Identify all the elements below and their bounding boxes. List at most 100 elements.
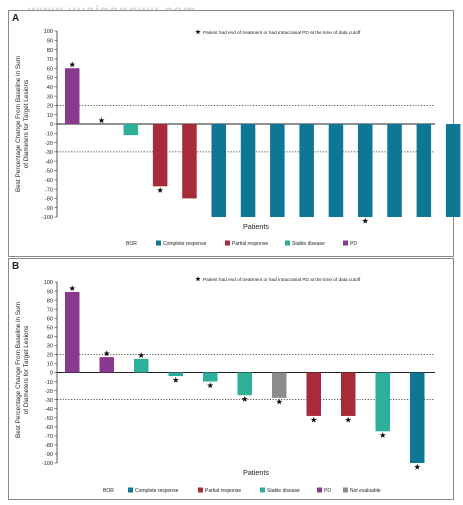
- y-tick-label-b-1: 90: [47, 289, 53, 295]
- bar-a-8: [270, 124, 285, 217]
- star-marker-b-9: [345, 416, 352, 423]
- star-marker-a-1: [69, 61, 76, 68]
- y-tick-label-a-16: -60: [45, 178, 53, 184]
- y-tick-label-a-2: 80: [47, 48, 53, 54]
- y-tick-label-a-0: 100: [44, 29, 53, 35]
- bar-b-5: [203, 372, 218, 382]
- y-tick-label-b-6: 40: [47, 335, 53, 341]
- legend-label-a-partial: Partial response: [232, 241, 268, 247]
- y-tick-label-b-20: -100: [42, 461, 53, 467]
- bar-a-6: [211, 124, 226, 217]
- y-tick-label-b-8: 20: [47, 353, 53, 359]
- y-tick-label-b-13: -30: [45, 398, 53, 404]
- legend-swatch-a-stable: [285, 240, 290, 246]
- bar-a-9: [299, 124, 314, 217]
- bar-a-7: [240, 124, 256, 217]
- bar-b-6: [237, 372, 252, 396]
- y-axis-title-b-line1: Best Percentage Change From Baseline in …: [15, 302, 22, 438]
- star-marker-b-6: [241, 395, 248, 402]
- panel-b-letter: B: [12, 261, 20, 272]
- bar-a-10: [328, 124, 344, 217]
- y-tick-label-b-9: 10: [47, 362, 53, 368]
- y-tick-label-a-12: -20: [45, 141, 53, 147]
- y-tick-label-b-7: 30: [47, 344, 53, 350]
- y-tick-label-a-7: 30: [47, 94, 53, 100]
- bar-a-1: [65, 68, 80, 124]
- bar-a-5: [182, 124, 197, 199]
- y-tick-label-a-19: -90: [45, 206, 53, 212]
- legend-swatch-b-stable: [260, 487, 265, 493]
- panel-a-letter: A: [12, 13, 20, 24]
- y-tick-label-a-17: -70: [45, 187, 53, 193]
- bar-b-7: [272, 372, 287, 398]
- bar-b-1: [65, 291, 80, 373]
- star-marker-b-8: [310, 416, 317, 423]
- star-note-b: Patient had end of treatment or had intr…: [203, 277, 361, 282]
- star-marker-a-2: [98, 117, 105, 124]
- y-tick-label-b-18: -80: [45, 443, 53, 449]
- bar-b-8: [306, 372, 321, 416]
- legend-label-b-pd: PD: [324, 488, 331, 494]
- bar-b-11: [410, 372, 425, 463]
- y-tick-label-a-8: 20: [47, 104, 53, 110]
- star-marker-a-4: [157, 187, 164, 193]
- y-tick-label-a-14: -40: [45, 159, 53, 165]
- y-tick-label-b-14: -40: [45, 407, 53, 413]
- legend-swatch-b-partial: [198, 487, 203, 493]
- bar-b-9: [341, 372, 356, 416]
- y-axis-title-a-line2: of Diameters for Target Lesions: [23, 80, 30, 169]
- star-note-icon-a: [195, 29, 201, 35]
- bar-b-4: [168, 372, 183, 377]
- bar-b-10: [375, 372, 390, 432]
- star-marker-a-11: [362, 217, 369, 224]
- star-marker-b-5: [207, 382, 214, 389]
- y-tick-label-b-5: 50: [47, 325, 53, 331]
- y-tick-label-b-12: -20: [45, 389, 53, 395]
- star-marker-b-3: [138, 352, 145, 359]
- y-tick-label-b-17: -70: [45, 434, 53, 440]
- x-axis-title-a: Patients: [243, 222, 269, 231]
- y-tick-label-a-10: 0: [50, 122, 53, 128]
- legend-swatch-a-partial: [225, 240, 230, 246]
- legend-label-a-pd: PD: [350, 241, 357, 247]
- legend-label-b-partial: Partial response: [205, 488, 241, 494]
- bar-a-3: [123, 124, 139, 136]
- y-tick-label-b-0: 100: [44, 280, 53, 286]
- y-tick-label-b-3: 70: [47, 307, 53, 313]
- y-tick-label-a-6: 40: [47, 85, 53, 91]
- y-tick-label-a-4: 60: [47, 66, 53, 72]
- legend-label-b-not_evaluable: Not evaluable: [350, 488, 381, 494]
- y-tick-label-a-20: -100: [42, 215, 53, 221]
- star-marker-b-2: [103, 350, 110, 357]
- y-tick-label-a-3: 70: [47, 57, 53, 63]
- bar-a-12: [387, 124, 402, 217]
- legend-label-b-stable: Stable disease: [267, 488, 300, 494]
- y-tick-label-a-13: -30: [45, 150, 53, 156]
- bar-a-4: [152, 124, 168, 187]
- y-tick-label-a-15: -50: [45, 169, 53, 175]
- legend-title-b: BOR: [103, 488, 114, 494]
- legend-swatch-b-pd: [317, 487, 322, 493]
- star-marker-b-7: [276, 398, 283, 405]
- y-tick-label-a-18: -80: [45, 197, 53, 203]
- legend-label-b-complete: Complete response: [135, 488, 179, 494]
- legend-title-a: BOR: [126, 241, 137, 247]
- star-note-icon-b: [195, 276, 201, 282]
- y-tick-label-b-2: 80: [47, 298, 53, 304]
- y-tick-label-a-5: 50: [47, 76, 53, 82]
- y-tick-label-b-4: 60: [47, 316, 53, 322]
- star-marker-b-4: [172, 376, 179, 383]
- y-tick-label-b-10: 0: [50, 371, 53, 377]
- y-tick-label-b-16: -60: [45, 425, 53, 431]
- y-axis-title-a-line1: Best Percentage Change From Baseline in …: [15, 56, 22, 192]
- y-tick-label-b-19: -90: [45, 452, 53, 458]
- legend-label-a-complete: Complete response: [163, 241, 207, 247]
- legend-swatch-b-complete: [128, 487, 133, 493]
- legend-swatch-a-pd: [343, 240, 348, 246]
- y-tick-label-a-11: -10: [45, 132, 53, 138]
- bar-a-14: [445, 124, 461, 217]
- y-axis-title-b-line2: of Diameters for Target Lesions: [23, 326, 30, 415]
- x-axis-title-b: Patients: [243, 468, 269, 477]
- y-tick-label-a-1: 90: [47, 39, 53, 45]
